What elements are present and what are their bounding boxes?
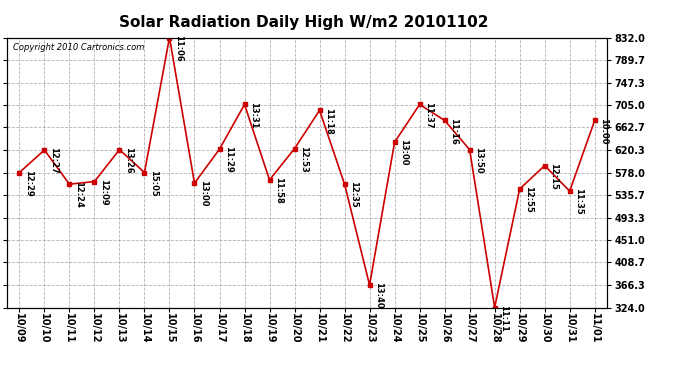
Text: 11:58: 11:58 [274,177,283,204]
Text: Copyright 2010 Cartronics.com: Copyright 2010 Cartronics.com [13,43,144,52]
Text: 11:37: 11:37 [424,102,433,128]
Text: 11:35: 11:35 [574,188,583,215]
Text: 13:50: 13:50 [474,147,483,174]
Text: 13:26: 13:26 [124,147,132,174]
Text: 15:05: 15:05 [148,170,157,196]
Text: 12:09: 12:09 [99,179,108,206]
Text: 11:16: 11:16 [448,118,457,144]
Text: 11:06: 11:06 [174,35,183,62]
Text: 12:27: 12:27 [48,147,57,174]
Text: 12:29: 12:29 [23,170,32,196]
Text: 13:00: 13:00 [399,140,408,166]
Text: 11:11: 11:11 [499,305,508,332]
Text: 11:18: 11:18 [324,108,333,134]
Text: 12:53: 12:53 [299,146,308,172]
Text: 11:29: 11:29 [224,146,233,173]
Text: 12:15: 12:15 [549,163,558,190]
Text: 13:40: 13:40 [374,282,383,309]
Text: 12:24: 12:24 [74,182,83,208]
Text: 13:00: 13:00 [199,180,208,207]
Text: Solar Radiation Daily High W/m2 20101102: Solar Radiation Daily High W/m2 20101102 [119,15,489,30]
Text: 13:31: 13:31 [248,102,257,128]
Text: 12:35: 12:35 [348,182,357,208]
Text: 10:00: 10:00 [599,118,608,144]
Text: 12:55: 12:55 [524,186,533,213]
